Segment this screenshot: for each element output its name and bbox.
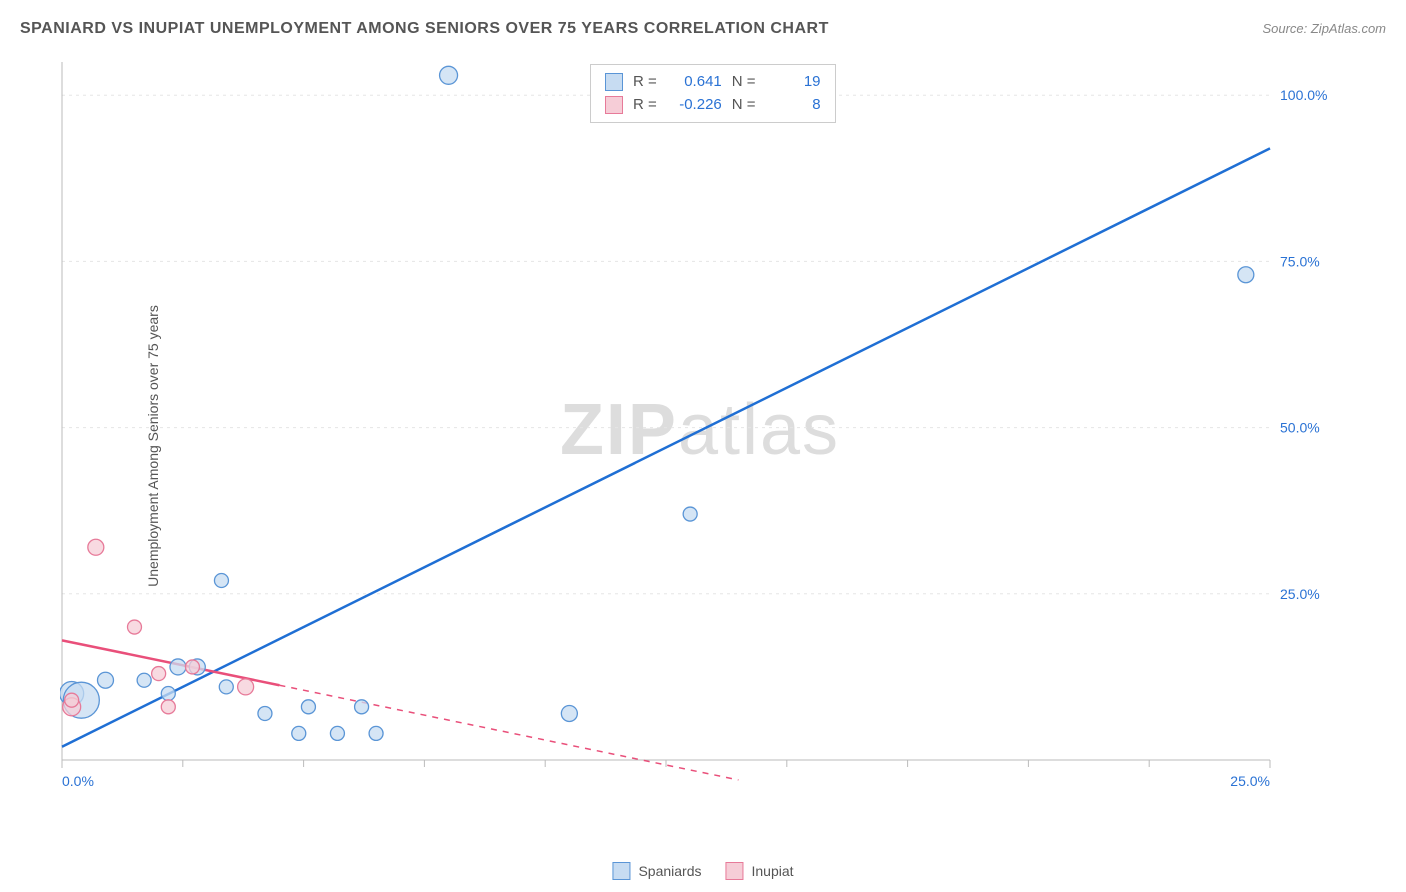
r-value: 0.641: [667, 71, 722, 94]
data-point: [152, 667, 166, 681]
corr-row: R = 0.641 N = 19: [605, 71, 821, 94]
correlation-legend: R = 0.641 N = 19 R = -0.226 N = 8: [590, 64, 836, 123]
chart-title: SPANIARD VS INUPIAT UNEMPLOYMENT AMONG S…: [20, 20, 829, 38]
legend-label: Inupiat: [752, 863, 794, 879]
y-tick-label: 100.0%: [1280, 87, 1327, 103]
data-point: [355, 700, 369, 714]
header: SPANIARD VS INUPIAT UNEMPLOYMENT AMONG S…: [20, 20, 1386, 38]
corr-row: R = -0.226 N = 8: [605, 94, 821, 117]
swatch-icon: [605, 96, 623, 114]
swatch-icon: [726, 862, 744, 880]
n-label: N =: [732, 94, 756, 117]
data-point: [258, 706, 272, 720]
r-value: -0.226: [667, 94, 722, 117]
data-point: [369, 726, 383, 740]
data-point: [185, 660, 199, 674]
data-point: [170, 659, 186, 675]
r-label: R =: [633, 94, 657, 117]
data-point: [65, 693, 79, 707]
data-point: [219, 680, 233, 694]
legend-item: Spaniards: [612, 862, 701, 880]
data-point: [137, 673, 151, 687]
data-point: [127, 620, 141, 634]
swatch-icon: [605, 73, 623, 91]
data-point: [330, 726, 344, 740]
data-point: [238, 679, 254, 695]
data-point: [440, 66, 458, 84]
chart-area: ZIPatlas 25.0%50.0%75.0%100.0%0.0%25.0%: [60, 60, 1340, 800]
data-point: [161, 700, 175, 714]
data-point: [561, 705, 577, 721]
x-tick-label: 25.0%: [1230, 773, 1270, 789]
data-point: [88, 539, 104, 555]
data-point: [214, 574, 228, 588]
n-label: N =: [732, 71, 756, 94]
series-legend: Spaniards Inupiat: [612, 862, 793, 880]
data-point: [1238, 267, 1254, 283]
swatch-icon: [612, 862, 630, 880]
y-tick-label: 75.0%: [1280, 253, 1320, 269]
data-point: [97, 672, 113, 688]
legend-item: Inupiat: [726, 862, 794, 880]
data-point: [161, 687, 175, 701]
data-point: [301, 700, 315, 714]
scatter-plot: 25.0% 50.0% 75.0% 100.0% 0.0% 25.0%: [60, 60, 1340, 800]
source-attribution: Source: ZipAtlas.com: [1262, 21, 1386, 36]
r-label: R =: [633, 71, 657, 94]
n-value: 8: [766, 94, 821, 117]
data-point: [292, 726, 306, 740]
y-tick-label: 50.0%: [1280, 420, 1320, 436]
data-point: [683, 507, 697, 521]
n-value: 19: [766, 71, 821, 94]
x-tick-label: 0.0%: [62, 773, 94, 789]
legend-label: Spaniards: [638, 863, 701, 879]
y-tick-label: 25.0%: [1280, 586, 1320, 602]
